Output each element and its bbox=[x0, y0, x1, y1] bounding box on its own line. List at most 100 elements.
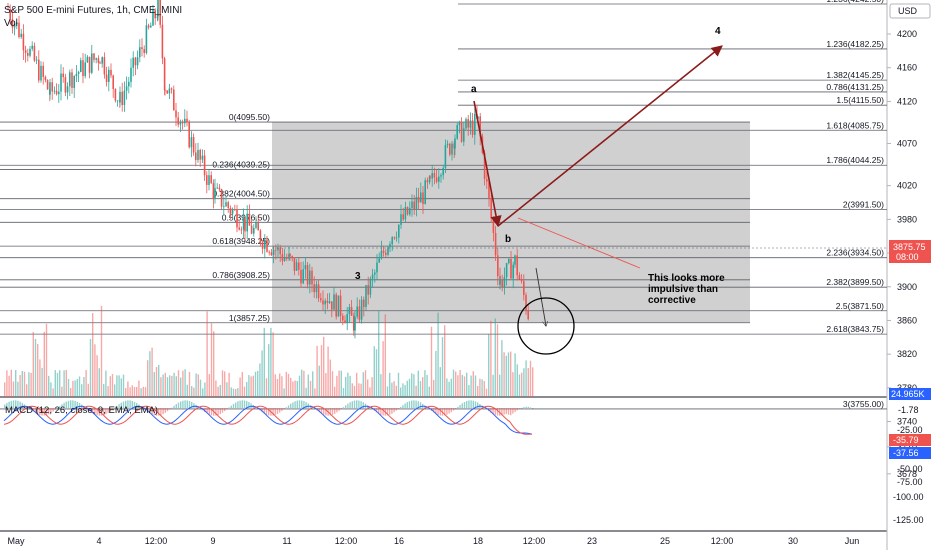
macd-histogram-bar bbox=[448, 408, 450, 414]
volume-bar bbox=[213, 331, 215, 397]
volume-bar bbox=[59, 370, 61, 397]
macd-histogram-bar bbox=[147, 408, 149, 412]
volume-bar bbox=[206, 311, 208, 397]
candle-body bbox=[404, 207, 407, 220]
macd-histogram-bar bbox=[237, 401, 239, 408]
candle-body bbox=[449, 143, 451, 155]
candle-body bbox=[463, 128, 465, 142]
macd-last-badge bbox=[889, 403, 931, 415]
macd-histogram-bar bbox=[34, 408, 37, 414]
candle-body bbox=[82, 60, 84, 77]
candle-body bbox=[374, 272, 376, 275]
macd-histogram-bar bbox=[169, 408, 171, 410]
candle-body bbox=[270, 252, 273, 255]
macd-histogram-bar bbox=[351, 401, 353, 408]
macd-histogram-bar bbox=[457, 406, 459, 408]
macd-histogram-bar bbox=[523, 407, 525, 408]
volume-bar bbox=[455, 371, 457, 397]
candle-body bbox=[497, 255, 499, 276]
macd-pane bbox=[3, 400, 534, 435]
macd-histogram-bar bbox=[400, 406, 402, 408]
candle-body bbox=[389, 244, 391, 248]
volume-bar bbox=[272, 332, 274, 397]
macd-histogram-bar bbox=[305, 402, 307, 408]
volume-bar bbox=[34, 338, 37, 397]
candle-body bbox=[429, 176, 431, 179]
volume-bar bbox=[142, 386, 144, 397]
candle-body bbox=[438, 176, 440, 182]
volume-bar bbox=[296, 380, 298, 397]
candle-body bbox=[337, 295, 340, 317]
macd-histogram-bar bbox=[521, 407, 523, 409]
fib-ext-label: 2.382(3899.50) bbox=[826, 277, 884, 287]
volume-bar bbox=[105, 370, 107, 397]
candle-body bbox=[494, 232, 497, 256]
candle-body bbox=[242, 218, 245, 230]
candle-body bbox=[406, 207, 409, 215]
macd-histogram-bar bbox=[78, 402, 81, 408]
candle-body bbox=[483, 152, 486, 179]
candle-body bbox=[248, 213, 251, 226]
volume-bar bbox=[39, 359, 41, 397]
candle-body bbox=[431, 173, 433, 179]
macd-histogram-bar bbox=[446, 408, 448, 415]
candle-body bbox=[173, 89, 175, 111]
candle-body bbox=[46, 80, 49, 90]
candle-body bbox=[446, 143, 449, 146]
candle-body bbox=[210, 175, 212, 184]
macd-histogram-bar bbox=[193, 403, 195, 408]
volume-bar bbox=[114, 384, 116, 397]
macd-histogram-bar bbox=[70, 400, 72, 408]
candle-body bbox=[279, 247, 281, 255]
volume-bar bbox=[378, 311, 380, 397]
fib-level-label: 0.786(3908.25) bbox=[212, 270, 270, 280]
volume-bar bbox=[120, 378, 122, 397]
macd-histogram-bar bbox=[15, 400, 17, 408]
price-tick-label: 3980 bbox=[897, 214, 917, 224]
volume-bar bbox=[532, 367, 534, 397]
currency-button[interactable] bbox=[889, 3, 931, 19]
candle-body bbox=[157, 0, 159, 17]
candle-body bbox=[400, 214, 402, 225]
macd-histogram-bar bbox=[129, 400, 131, 408]
macd-histogram-bar bbox=[215, 408, 217, 416]
candle-body bbox=[313, 284, 315, 293]
volume-bar bbox=[246, 382, 248, 397]
candle-body bbox=[134, 57, 137, 66]
candle-body bbox=[42, 65, 44, 77]
candle-body bbox=[250, 225, 253, 234]
candle-body bbox=[471, 120, 474, 135]
candle-body bbox=[55, 90, 58, 95]
volume-bar bbox=[391, 382, 393, 397]
macd-histogram-bar bbox=[21, 402, 23, 408]
candle-body bbox=[433, 173, 436, 178]
candle-body bbox=[363, 299, 365, 308]
volume-bar bbox=[96, 355, 98, 397]
volume-bar bbox=[26, 384, 28, 397]
macd-histogram-bar bbox=[492, 408, 494, 415]
candle-body bbox=[348, 307, 351, 315]
candle-body bbox=[29, 48, 31, 56]
candle-body bbox=[184, 118, 186, 124]
macd-histogram-bar bbox=[525, 406, 527, 408]
candle-body bbox=[490, 197, 492, 219]
candle-body bbox=[315, 284, 318, 293]
volume-bar bbox=[37, 343, 39, 397]
wave-4-arrow bbox=[497, 45, 723, 227]
macd-histogram-bar bbox=[142, 408, 144, 409]
macd-histogram-bar bbox=[171, 407, 173, 409]
macd-histogram-bar bbox=[490, 408, 492, 413]
volume-bar bbox=[208, 374, 210, 397]
volume-bar bbox=[351, 383, 353, 397]
volume-bar bbox=[107, 386, 109, 397]
macd-histogram-bar bbox=[287, 405, 290, 408]
volume-bar bbox=[257, 370, 259, 397]
macd-histogram-bar bbox=[268, 408, 270, 416]
candle-body bbox=[385, 252, 387, 255]
volume-value-badge bbox=[889, 388, 931, 400]
volume-bar bbox=[54, 370, 56, 397]
candle-body bbox=[75, 73, 78, 77]
macd-histogram-bar bbox=[463, 402, 466, 408]
candle-body bbox=[291, 256, 293, 258]
